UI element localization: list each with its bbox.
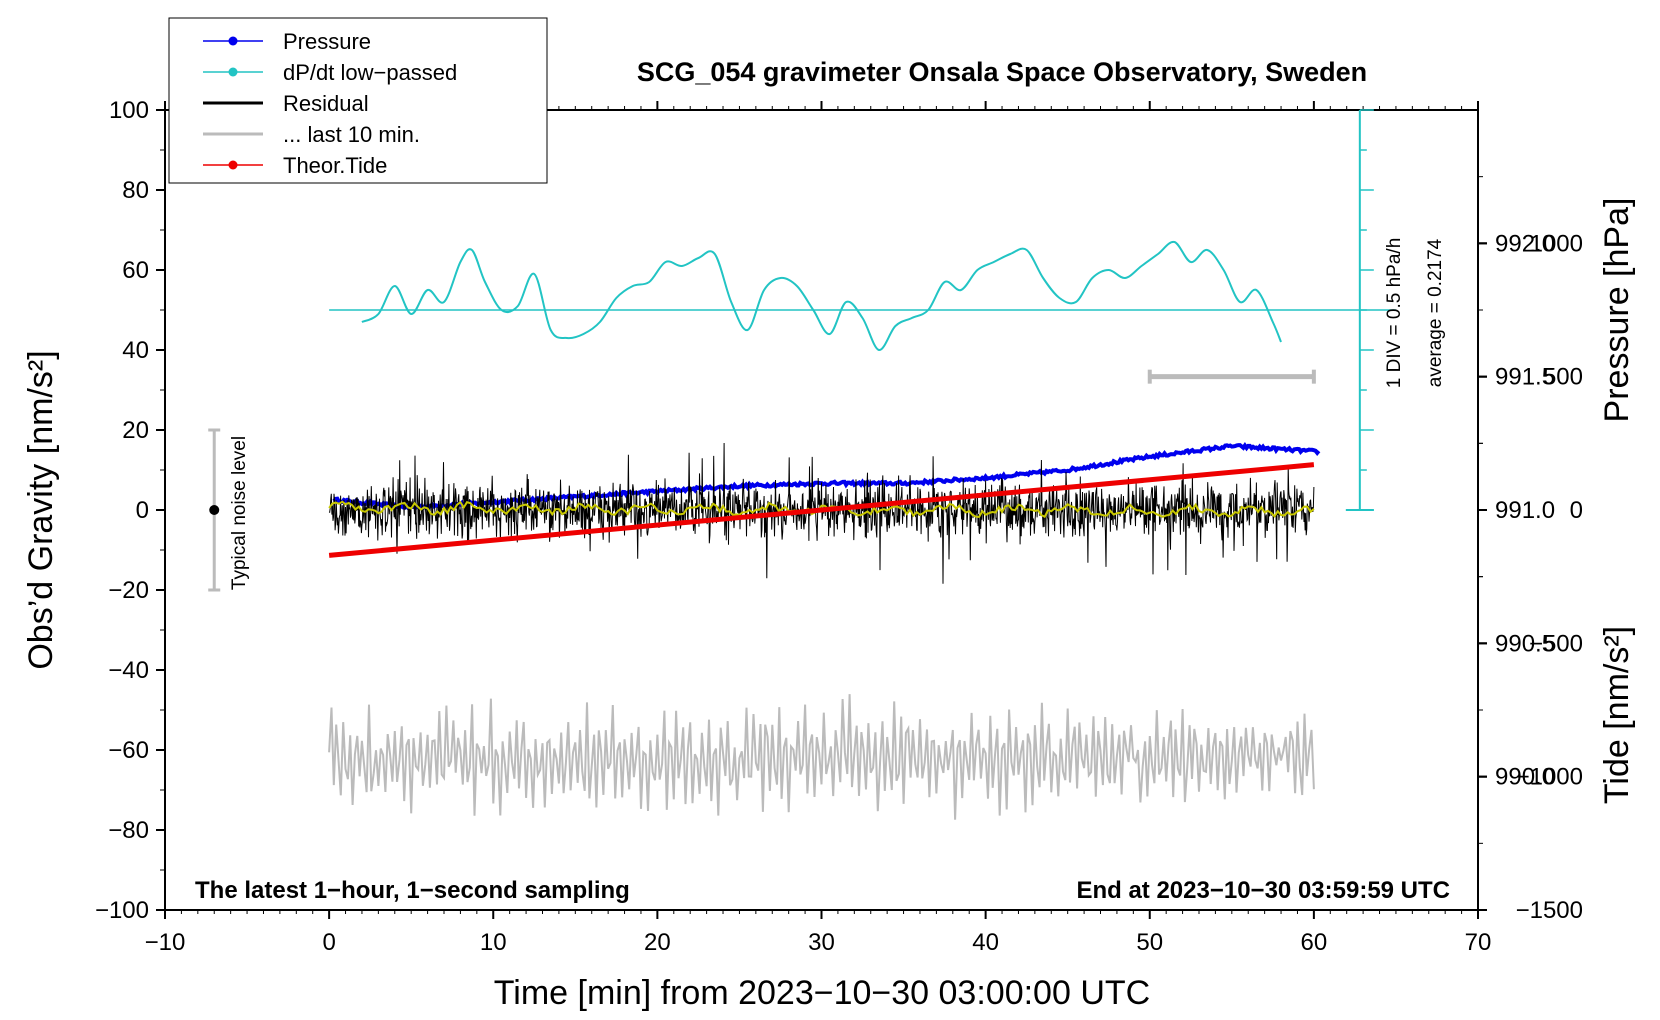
legend-label: Theor.Tide	[283, 153, 387, 178]
legend-label: Residual	[283, 91, 369, 116]
legend-label: ... last 10 min.	[283, 122, 420, 147]
x-tick-label: 20	[644, 929, 671, 956]
dpdt-average-label: average = 0.2174	[1425, 238, 1446, 387]
pressure-tick-label: 990.0	[1495, 764, 1555, 791]
noise-level-label: Typical noise level	[229, 436, 250, 590]
y-tick-label: −60	[108, 737, 149, 764]
y-tick-label: −20	[108, 577, 149, 604]
legend-marker	[228, 36, 238, 46]
x-tick-label: 70	[1465, 929, 1492, 956]
y-tick-label: −40	[108, 657, 149, 684]
chart-title: SCG_054 gravimeter Onsala Space Observat…	[637, 57, 1367, 87]
legend-label: Pressure	[283, 29, 371, 54]
residual-series-line	[328, 442, 1315, 584]
x-tick-label: −10	[145, 929, 186, 956]
y-tick-label: 40	[122, 337, 149, 364]
last10-series-line	[328, 694, 1315, 820]
tide-tick-label: 0	[1570, 497, 1583, 524]
y-tick-label: 80	[122, 177, 149, 204]
tide-tick-label: −1000	[1516, 764, 1583, 791]
pressure-tick-label: 992.0	[1495, 230, 1555, 257]
dpdt-series-line	[361, 240, 1282, 351]
y-tick-label: −100	[95, 897, 149, 924]
legend: Pressure dP/dt low−passed Residual ... last…	[168, 17, 548, 184]
y-tick-label: 100	[109, 97, 149, 124]
dpdt-scale-label: 1 DIV = 0.5 hPa/h	[1384, 238, 1405, 389]
sampling-note: The latest 1−hour, 1−second sampling	[195, 877, 630, 904]
x-tick-label: 40	[972, 929, 999, 956]
x-tick-label: 30	[808, 929, 835, 956]
noise-level-point	[209, 505, 220, 515]
x-tick-label: 0	[322, 929, 335, 956]
x-axis-label: Time [min] from 2023−10−30 03:00:00 UTC	[494, 974, 1150, 1012]
y-tick-label: 60	[122, 257, 149, 284]
y-axis-label-left: Obs’d Gravity [nm/s²]	[22, 350, 60, 669]
tide-tick-label: −1500	[1516, 897, 1583, 924]
residual-mean-line	[328, 500, 1315, 519]
tide-series-line	[328, 462, 1315, 558]
legend-marker	[228, 67, 238, 77]
y-tick-label: 0	[136, 497, 149, 524]
y-axis-label-pressure: Pressure [hPa]	[1598, 198, 1636, 423]
tide-tick-label: 1000	[1530, 230, 1583, 257]
y-axis-label-tide: Tide [nm/s²]	[1598, 626, 1636, 804]
x-tick-label: 60	[1301, 929, 1328, 956]
tide-tick-label: 500	[1543, 364, 1583, 391]
tide-tick-label: −500	[1529, 630, 1583, 657]
y-tick-label: −80	[108, 817, 149, 844]
end-time-note: End at 2023−10−30 03:59:59 UTC	[1076, 877, 1450, 904]
pressure-tick-label: 990.5	[1495, 630, 1555, 657]
pressure-tick-label: 991.0	[1495, 497, 1555, 524]
legend-marker	[228, 160, 238, 170]
x-tick-label: 50	[1136, 929, 1163, 956]
legend-label: dP/dt low−passed	[283, 60, 457, 85]
x-tick-label: 10	[480, 929, 507, 956]
y-tick-label: 20	[122, 417, 149, 444]
pressure-tick-label: 991.5	[1495, 364, 1555, 391]
